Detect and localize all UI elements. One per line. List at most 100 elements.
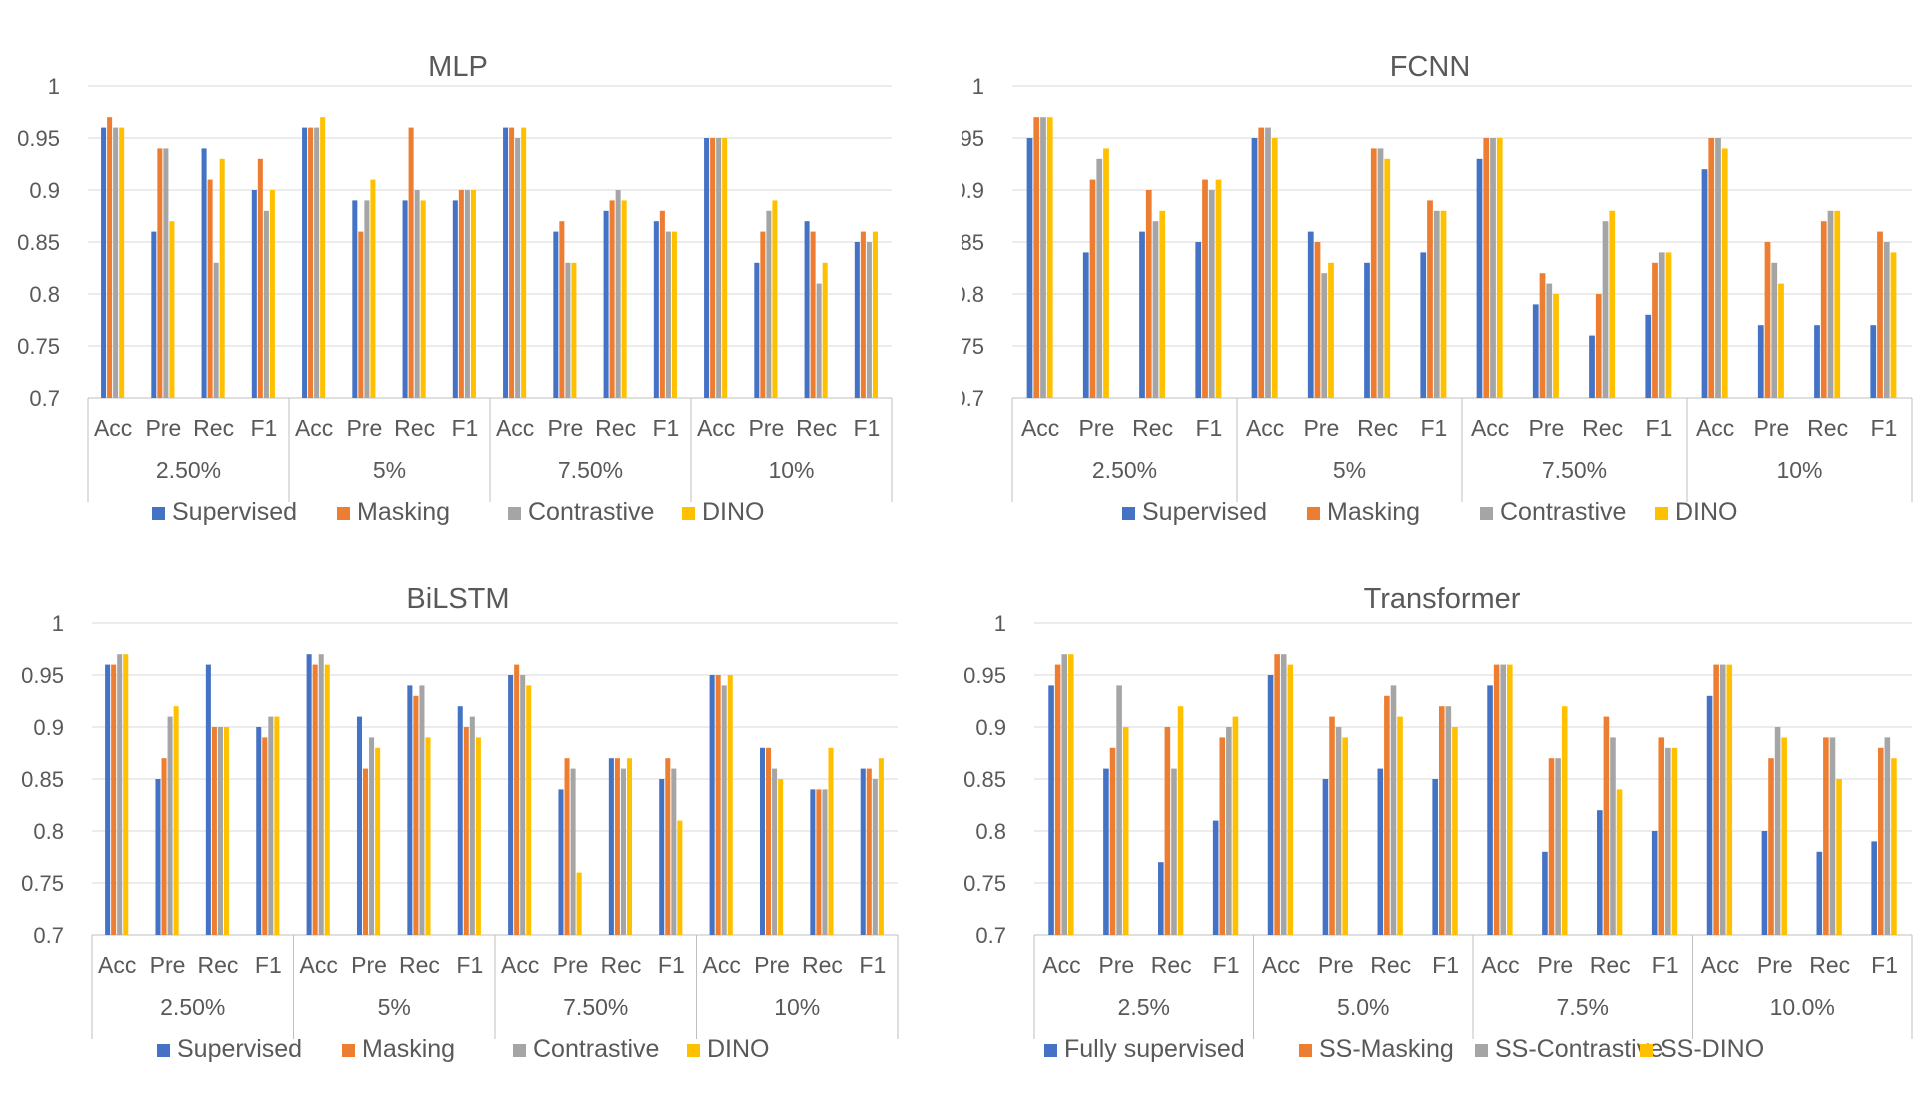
bar-ss-dino bbox=[1836, 779, 1842, 935]
bar-masking bbox=[1483, 138, 1490, 398]
bar-masking bbox=[1258, 127, 1265, 398]
x-metric-label: Rec bbox=[394, 415, 435, 441]
bar-contrastive bbox=[1546, 283, 1553, 398]
bar-dino bbox=[626, 758, 633, 935]
bar-masking bbox=[1427, 200, 1433, 398]
bar-contrastive bbox=[314, 127, 320, 398]
x-metric-label: Acc bbox=[300, 952, 338, 978]
bar-contrastive bbox=[113, 127, 119, 398]
bar-supervised bbox=[709, 675, 715, 935]
legend-swatch bbox=[152, 507, 165, 520]
bar-masking bbox=[715, 675, 721, 935]
bar-dino bbox=[1046, 117, 1053, 398]
bar-dino bbox=[169, 221, 175, 398]
bar-contrastive bbox=[1658, 252, 1665, 398]
x-group-label: 5% bbox=[1333, 457, 1366, 483]
x-metric-label: Rec bbox=[1590, 952, 1631, 978]
y-tick-label: 0.75 bbox=[962, 334, 984, 359]
bar-supervised bbox=[205, 664, 211, 935]
bar-contrastive bbox=[163, 148, 169, 398]
bar-masking bbox=[308, 127, 314, 398]
legend-label: Supervised bbox=[172, 498, 297, 526]
bar-ss-masking bbox=[1603, 716, 1610, 935]
bar-masking bbox=[312, 664, 318, 935]
legend-label: Contrastive bbox=[528, 498, 654, 526]
bar-contrastive bbox=[117, 654, 123, 935]
x-metric-label: Rec bbox=[1809, 952, 1850, 978]
bar-dino bbox=[324, 664, 330, 935]
bar-supervised bbox=[352, 200, 358, 398]
bar-contrastive bbox=[167, 716, 173, 935]
bar-dino bbox=[778, 779, 784, 935]
bar-dino bbox=[475, 737, 481, 935]
bar-ss-contrastive bbox=[1555, 758, 1561, 935]
bar-dino bbox=[828, 747, 834, 935]
bar-supervised bbox=[704, 138, 710, 398]
x-group-label: 10% bbox=[774, 994, 820, 1020]
bar-fully-supervised bbox=[1487, 685, 1493, 935]
bar-supervised bbox=[1870, 325, 1877, 398]
bar-masking bbox=[413, 695, 419, 935]
x-metric-label: Rec bbox=[1582, 415, 1623, 441]
bar-supervised bbox=[1645, 314, 1652, 398]
bar-supervised bbox=[1589, 335, 1595, 398]
x-metric-label: Rec bbox=[1370, 952, 1411, 978]
bar-masking bbox=[514, 664, 520, 935]
bar-ss-masking bbox=[1384, 695, 1390, 935]
x-metric-label: Acc bbox=[1481, 952, 1519, 978]
x-group-label: 10% bbox=[1776, 457, 1822, 483]
y-tick-label: 0.9 bbox=[33, 715, 64, 740]
bar-masking bbox=[609, 200, 615, 398]
bar-supervised bbox=[1757, 325, 1764, 398]
bar-contrastive bbox=[1152, 221, 1159, 398]
bar-supervised bbox=[508, 675, 514, 935]
bar-dino bbox=[420, 200, 426, 398]
bar-dino bbox=[1778, 283, 1784, 398]
bar-dino bbox=[872, 231, 878, 398]
bar-supervised bbox=[201, 148, 207, 398]
bar-ss-masking bbox=[1548, 758, 1555, 935]
bar-fully-supervised bbox=[1322, 779, 1329, 935]
x-metric-label: Acc bbox=[697, 415, 735, 441]
legend-swatch bbox=[687, 1044, 700, 1057]
bar-contrastive bbox=[816, 283, 822, 398]
y-tick-label: 0.9 bbox=[29, 178, 60, 203]
bar-supervised bbox=[759, 747, 766, 935]
x-metric-label: Rec bbox=[595, 415, 636, 441]
bar-contrastive bbox=[1433, 210, 1440, 398]
legend-swatch bbox=[1640, 1044, 1653, 1057]
bar-contrastive bbox=[1827, 210, 1834, 398]
x-group-label: 5% bbox=[373, 457, 406, 483]
bar-supervised bbox=[1026, 138, 1033, 398]
bar-supervised bbox=[151, 231, 157, 398]
bar-contrastive bbox=[766, 210, 772, 398]
bar-supervised bbox=[457, 706, 463, 935]
bar-ss-dino bbox=[1068, 654, 1074, 935]
bar-contrastive bbox=[615, 190, 621, 398]
bar-dino bbox=[878, 758, 884, 935]
bar-masking bbox=[111, 664, 117, 935]
bar-masking bbox=[363, 768, 369, 935]
bar-ss-contrastive bbox=[1280, 654, 1287, 935]
bar-contrastive bbox=[716, 138, 722, 398]
bar-fully-supervised bbox=[1542, 851, 1548, 935]
bar-masking bbox=[262, 737, 268, 935]
bar-supervised bbox=[558, 789, 564, 935]
legend-label: Contrastive bbox=[1500, 498, 1626, 526]
bar-contrastive bbox=[772, 768, 778, 935]
bar-ss-masking bbox=[1768, 758, 1774, 935]
bar-contrastive bbox=[520, 675, 526, 935]
x-metric-label: Rec bbox=[193, 415, 234, 441]
legend-label: DINO bbox=[702, 498, 765, 526]
x-metric-label: Acc bbox=[1246, 415, 1284, 441]
legend-label: SS-DINO bbox=[1660, 1035, 1764, 1063]
legend-label: SS-Contrastive bbox=[1495, 1035, 1663, 1063]
bar-fully-supervised bbox=[1651, 831, 1658, 935]
bar-dino bbox=[677, 820, 683, 935]
bar-contrastive bbox=[565, 262, 571, 398]
x-metric-label: Rec bbox=[1132, 415, 1173, 441]
bar-supervised bbox=[1139, 231, 1145, 398]
bar-dino bbox=[1328, 262, 1334, 398]
y-tick-label: 0.75 bbox=[963, 871, 1006, 896]
x-metric-label: Acc bbox=[295, 415, 333, 441]
